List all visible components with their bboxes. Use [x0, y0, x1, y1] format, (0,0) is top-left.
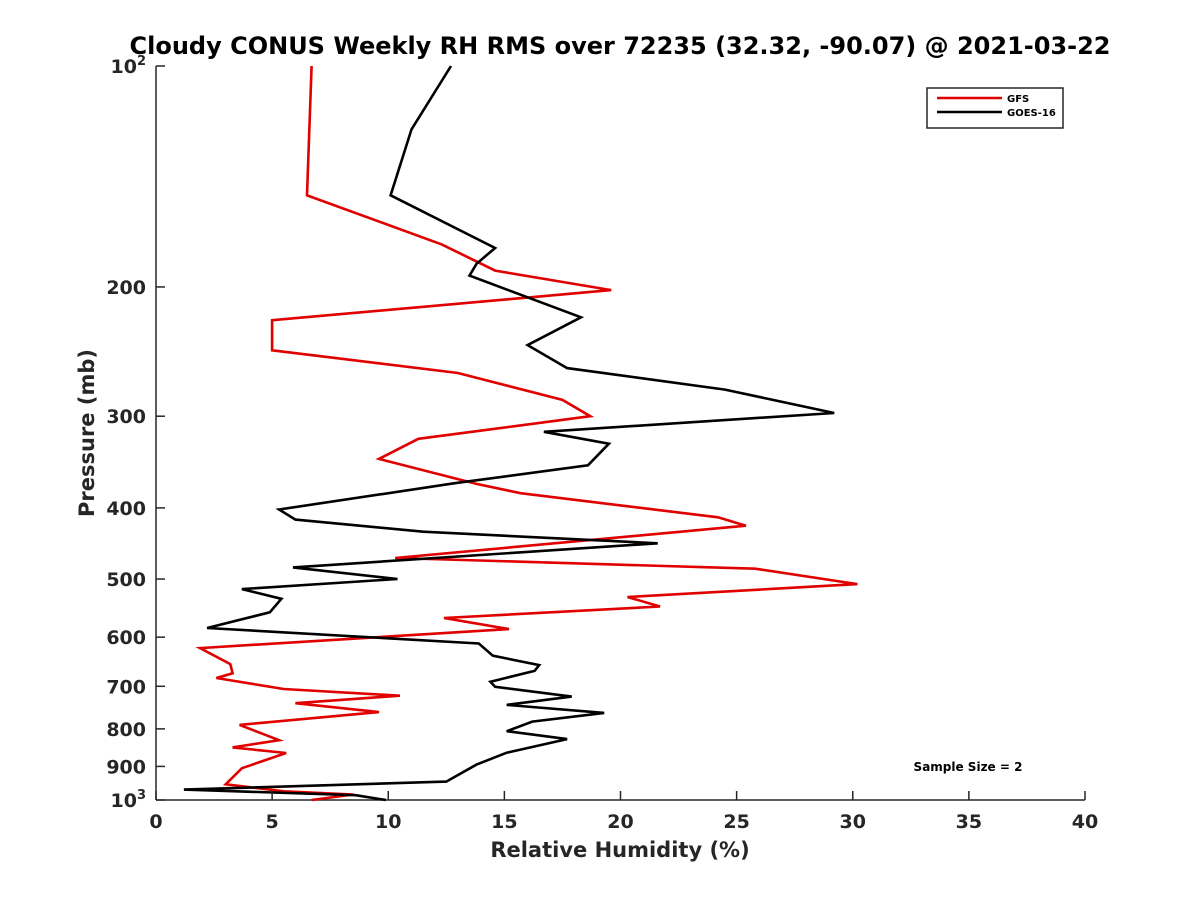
legend-label: GOES-16 — [1007, 108, 1056, 119]
series-line-gfs — [195, 65, 858, 802]
chart-title: Cloudy CONUS Weekly RH RMS over 72235 (3… — [130, 32, 1111, 60]
sample-size-annotation: Sample Size = 2 — [914, 760, 1023, 774]
y-tick-label: 102 — [111, 54, 147, 78]
x-tick-label: 20 — [607, 811, 633, 833]
y-axis-label: Pressure (mb) — [75, 349, 99, 517]
legend-label: GFS — [1007, 94, 1029, 105]
y-tick-label: 800 — [106, 719, 146, 741]
y-tick-label: 300 — [106, 406, 146, 428]
y-tick-label: 700 — [106, 676, 146, 698]
axis-ticks: 0 5 10 15 20 25 30 35 40 102 200 300 400 500 600 700 800… — [106, 54, 1098, 833]
x-tick-label: 40 — [1072, 811, 1098, 833]
y-tick-label: 103 — [111, 788, 147, 812]
y-tick-label: 500 — [106, 569, 146, 591]
x-tick-label: 35 — [956, 811, 982, 833]
y-tick-label: 400 — [106, 498, 146, 520]
x-tick-label: 15 — [491, 811, 517, 833]
y-tick-label: 200 — [106, 277, 146, 299]
x-axis-label: Relative Humidity (%) — [490, 838, 749, 862]
x-tick-label: 10 — [375, 811, 401, 833]
y-tick-label: 900 — [106, 756, 146, 778]
legend-box — [926, 87, 1064, 129]
x-tick-label: 30 — [840, 811, 866, 833]
y-tick-label: 600 — [106, 627, 146, 649]
legend: GFS GOES-16 — [926, 87, 1064, 129]
x-tick-label: 0 — [149, 811, 162, 833]
x-tick-label: 5 — [266, 811, 279, 833]
series-layer — [183, 65, 858, 802]
x-tick-label: 25 — [723, 811, 749, 833]
series-line-goes-16 — [183, 65, 835, 802]
